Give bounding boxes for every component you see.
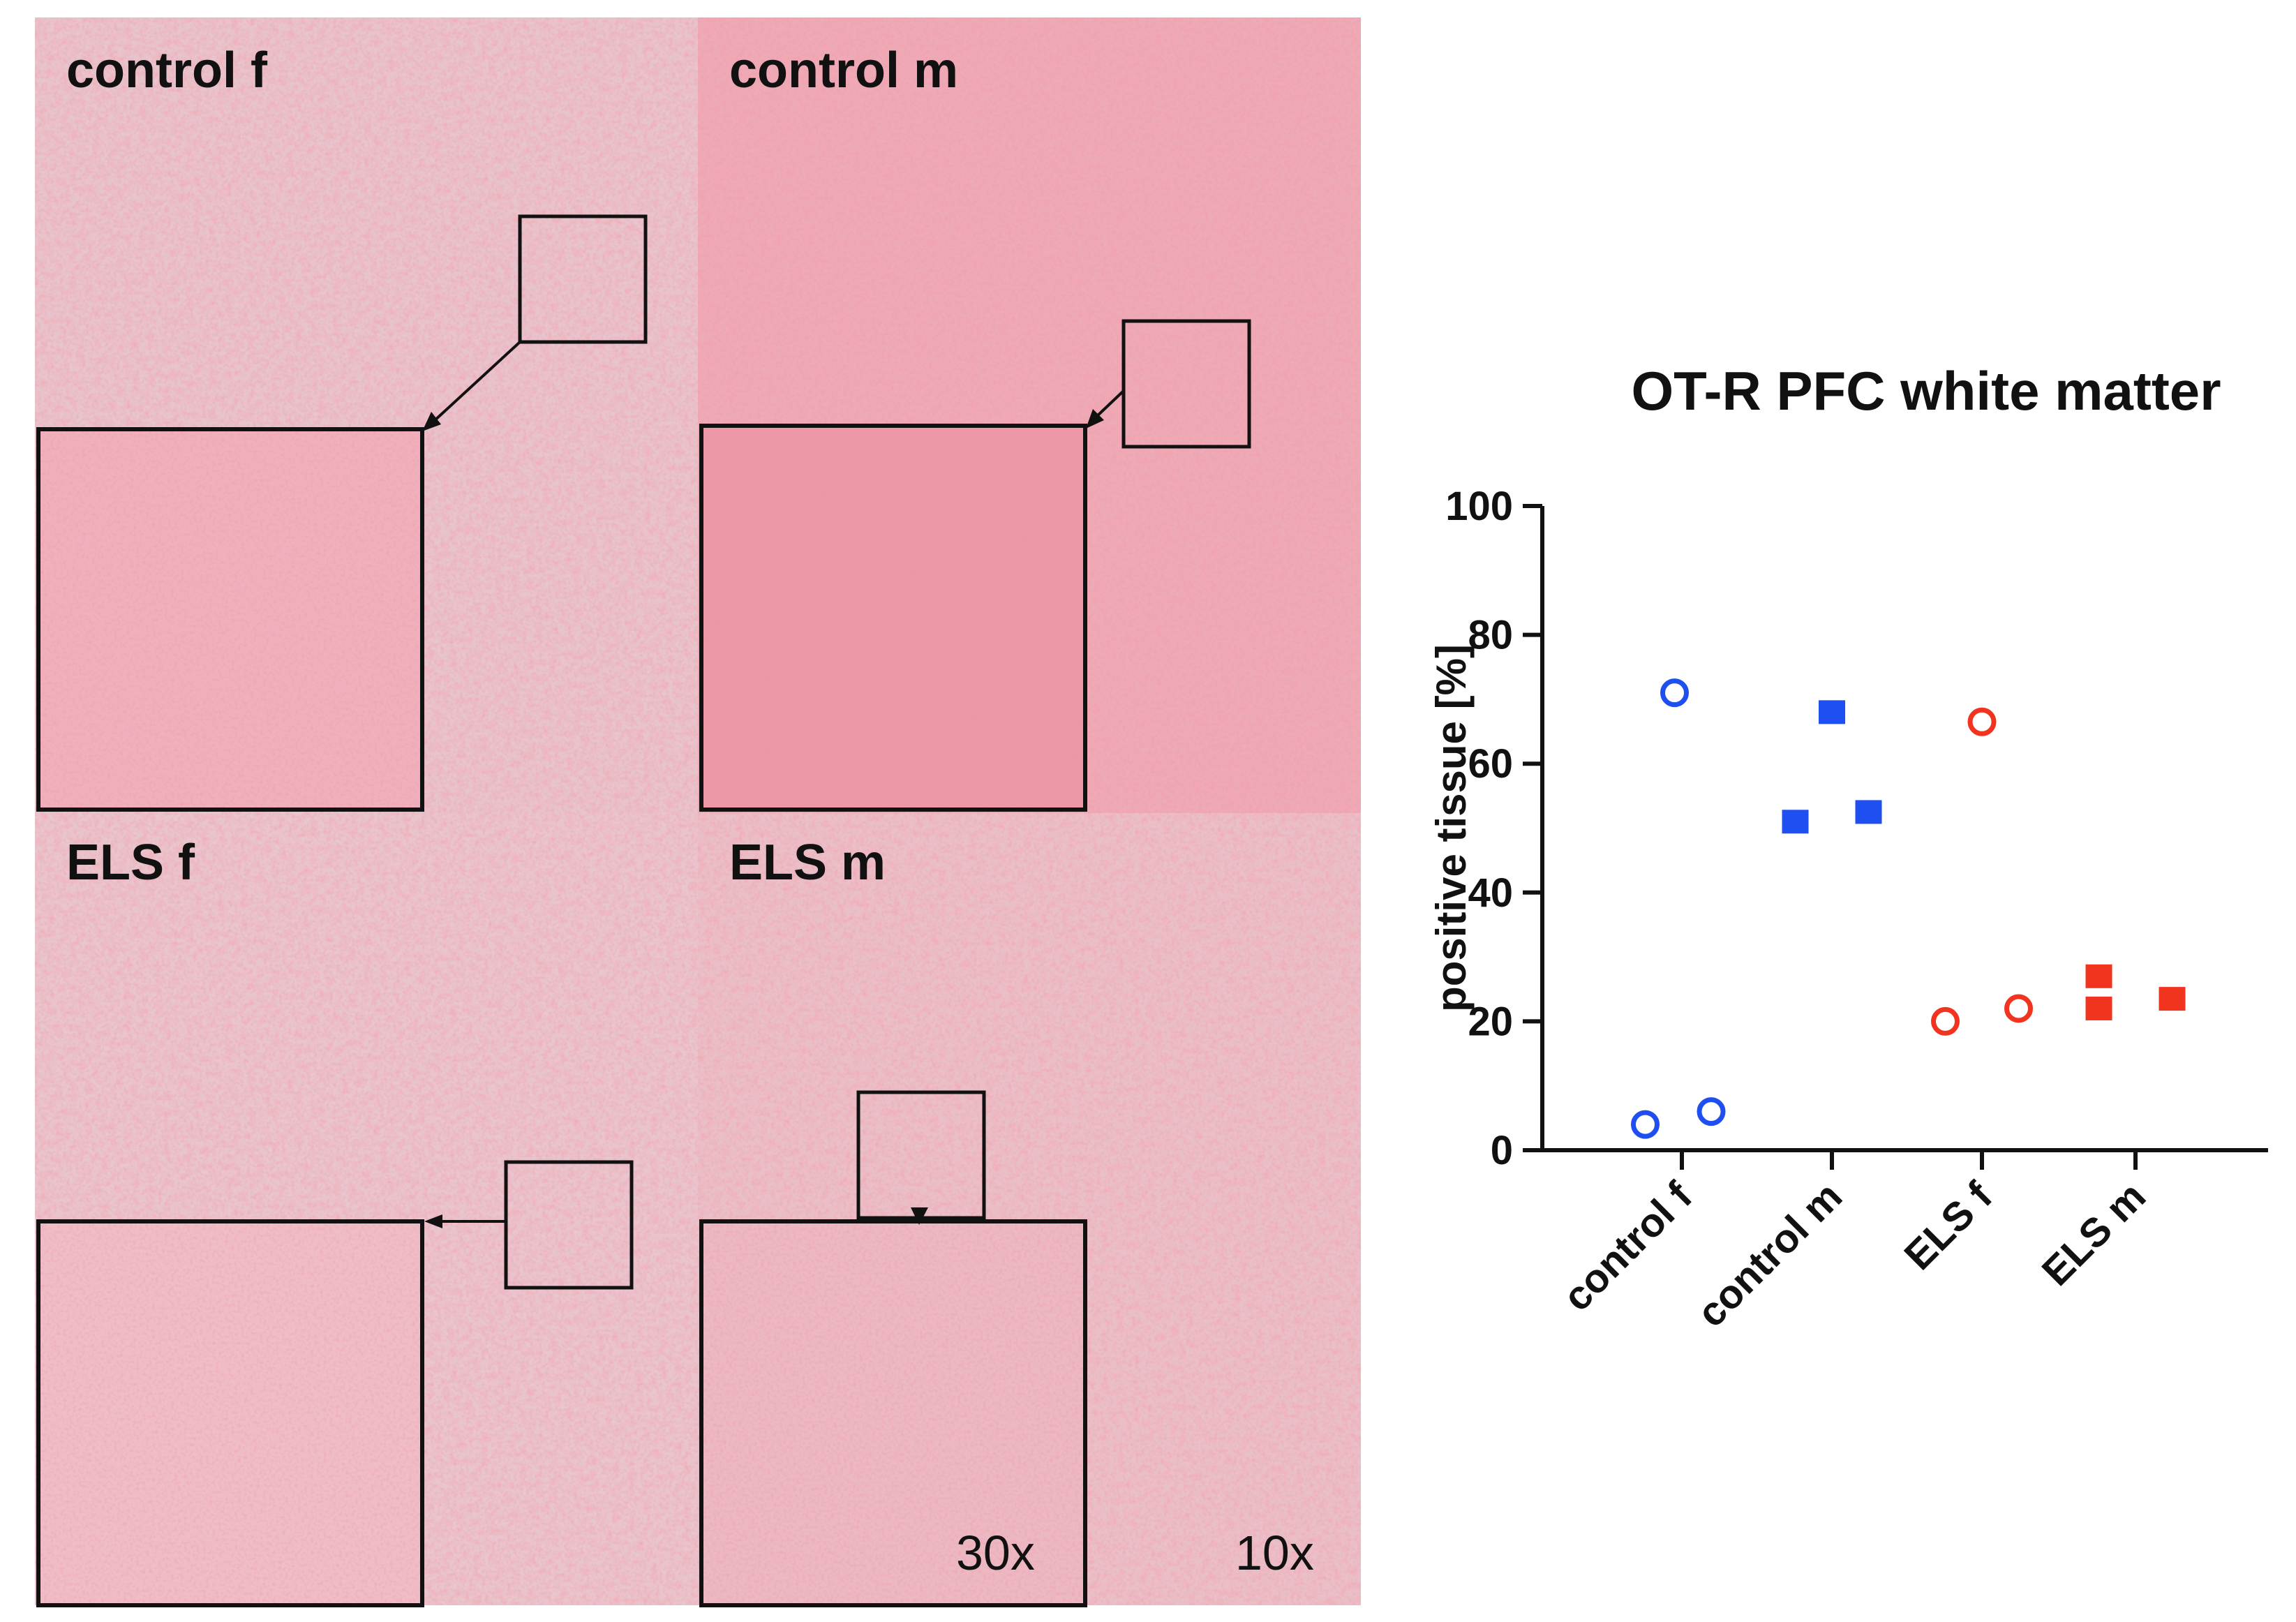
roi-box-control-m xyxy=(1121,319,1251,449)
roi-box-els-f xyxy=(504,1160,634,1290)
y-axis-label: positive tissue [%] xyxy=(1428,644,1475,1012)
chart-title: OT-R PFC white matter xyxy=(1631,360,2221,422)
point-control-m-2 xyxy=(1855,800,1882,824)
x-tick-label-3: ELS m xyxy=(2034,1173,2155,1295)
magnification-inset: 30x xyxy=(956,1526,1035,1580)
point-els-m-2 xyxy=(2159,987,2186,1011)
point-els-m-1 xyxy=(2085,996,2112,1020)
point-control-f-2 xyxy=(1697,1097,1726,1126)
y-tick-label-60: 60 xyxy=(1468,741,1513,787)
point-els-f-2 xyxy=(2004,994,2033,1023)
label-control-m: control m xyxy=(729,43,959,98)
point-els-f-1 xyxy=(1967,707,1997,736)
y-tick-label-20: 20 xyxy=(1468,999,1513,1044)
y-tick-label-0: 0 xyxy=(1491,1128,1513,1173)
y-tick-label-100: 100 xyxy=(1445,484,1513,529)
x-tick-label-0: control f xyxy=(1554,1173,1701,1320)
scatter-chart: 0 20 40 60 80 100 positive tissue [%] control f… xyxy=(1428,484,2268,1336)
point-control-m-1 xyxy=(1819,700,1845,724)
point-control-m-0 xyxy=(1782,810,1809,834)
point-control-f-0 xyxy=(1631,1110,1660,1139)
x-tick-label-2: ELS f xyxy=(1895,1173,2001,1279)
x-tick-label-1: control m xyxy=(1688,1173,1851,1336)
label-els-m: ELS m xyxy=(729,835,886,891)
y-tick-label-80: 80 xyxy=(1468,613,1513,658)
point-els-f-0 xyxy=(1931,1006,1960,1036)
micrograph-montage xyxy=(35,17,1361,1607)
label-els-f: ELS f xyxy=(66,835,195,891)
y-tick-label-40: 40 xyxy=(1468,870,1513,916)
magnification-overview: 10x xyxy=(1235,1526,1314,1580)
point-control-f-1 xyxy=(1660,678,1689,708)
point-els-m-0 xyxy=(2085,964,2112,988)
arrow-control-f xyxy=(431,341,521,424)
arrow-control-m xyxy=(1094,389,1125,419)
label-control-f: control f xyxy=(66,43,267,98)
arrow-els-m xyxy=(911,1207,928,1225)
roi-box-control-f xyxy=(518,214,648,344)
